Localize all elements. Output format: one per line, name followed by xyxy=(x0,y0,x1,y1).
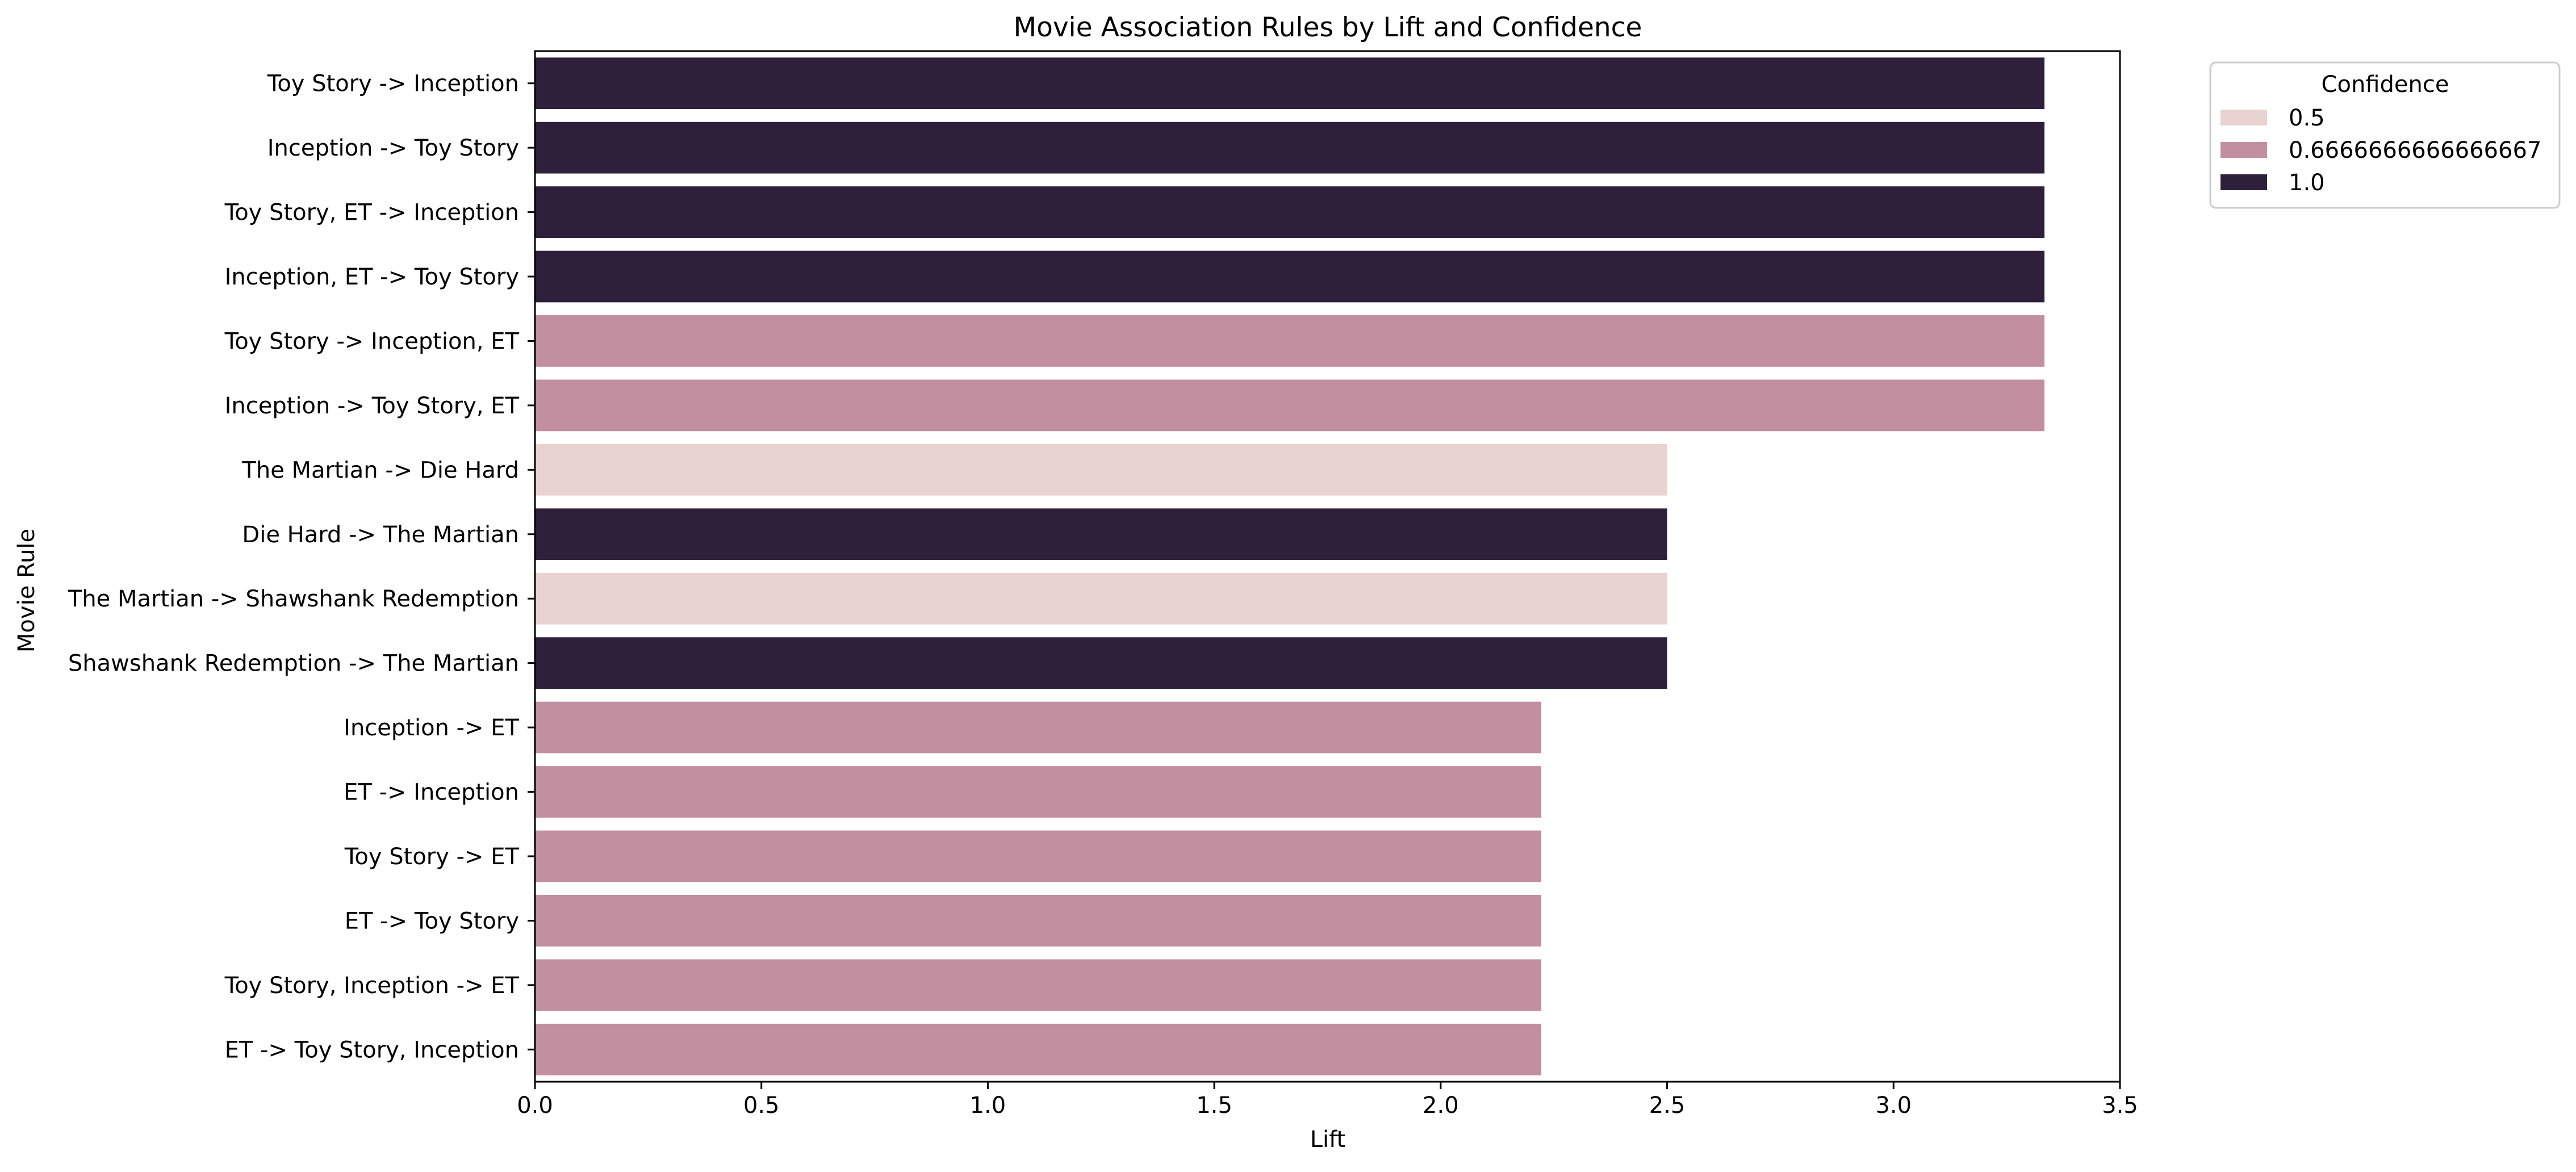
legend-label: 1.0 xyxy=(2289,170,2325,196)
y-tick-label: Toy Story -> ET xyxy=(344,844,520,870)
y-tick-label: Toy Story -> Inception xyxy=(267,71,519,97)
bar xyxy=(535,57,2045,110)
x-tick-label: 2.0 xyxy=(1423,1093,1459,1119)
legend-swatch xyxy=(2220,110,2267,125)
legend: Confidence 0.5 0.6666666666666667 1.0 xyxy=(2209,61,2561,209)
bar xyxy=(535,122,2045,174)
legend-label: 0.5 xyxy=(2289,105,2325,131)
legend-label: 0.6666666666666667 xyxy=(2289,137,2541,164)
plot-area: Toy Story -> Inception Inception -> Toy S… xyxy=(68,50,2138,1119)
bar xyxy=(535,637,1667,689)
y-tick-label: Inception -> Toy Story, ET xyxy=(225,393,520,419)
x-tick-label: 1.5 xyxy=(1196,1093,1232,1119)
x-tick-label: 0.0 xyxy=(517,1093,553,1119)
y-tick-label: The Martian -> Die Hard xyxy=(241,457,519,483)
y-tick-label: Toy Story, ET -> Inception xyxy=(224,200,519,226)
y-tick-label: Toy Story -> Inception, ET xyxy=(224,328,520,354)
y-tick-label: Inception -> Toy Story xyxy=(267,135,519,161)
bar xyxy=(535,186,2045,238)
bar xyxy=(535,379,2045,432)
bar xyxy=(535,315,2045,367)
axes-frame xyxy=(534,50,2121,1083)
bar xyxy=(535,443,1667,496)
y-tick-label: ET -> Inception xyxy=(344,780,519,806)
bar xyxy=(535,701,1542,754)
legend-frame xyxy=(2209,61,2561,209)
legend-title: Confidence xyxy=(2322,72,2449,98)
bar xyxy=(535,508,1667,560)
bar xyxy=(535,766,1542,818)
chart-title: Movie Association Rules by Lift and Conf… xyxy=(1014,12,1642,43)
y-tick-label: Inception -> ET xyxy=(344,715,519,741)
y-tick-label: Inception, ET -> Toy Story xyxy=(225,264,519,290)
y-tick-label: Shawshank Redemption -> The Martian xyxy=(68,651,519,677)
y-tick-label: ET -> Toy Story xyxy=(345,908,519,934)
y-tick-label: The Martian -> Shawshank Redemption xyxy=(68,586,519,612)
legend-swatch xyxy=(2220,174,2267,190)
legend-swatch xyxy=(2220,142,2267,158)
x-axis-label: Lift xyxy=(1310,1127,1345,1153)
bar xyxy=(535,572,1667,625)
x-tick-label: 2.5 xyxy=(1649,1093,1686,1119)
x-tick-label: 0.5 xyxy=(743,1093,780,1119)
y-tick-label: Die Hard -> The Martian xyxy=(242,522,519,548)
x-tick-label: 3.5 xyxy=(2102,1093,2138,1119)
bar xyxy=(535,250,2045,303)
x-tick-label: 3.0 xyxy=(1875,1093,1912,1119)
y-axis-label: Movie Rule xyxy=(14,529,40,652)
bar xyxy=(535,959,1542,1011)
bar xyxy=(535,895,1542,947)
y-tick-label: ET -> Toy Story, Inception xyxy=(225,1037,519,1063)
x-tick-label: 1.0 xyxy=(970,1093,1006,1119)
bar xyxy=(535,1023,1542,1075)
bar xyxy=(535,830,1542,882)
y-tick-label: Toy Story, Inception -> ET xyxy=(224,973,520,999)
legend-entries: 0.5 0.6666666666666667 1.0 xyxy=(2220,105,2541,196)
